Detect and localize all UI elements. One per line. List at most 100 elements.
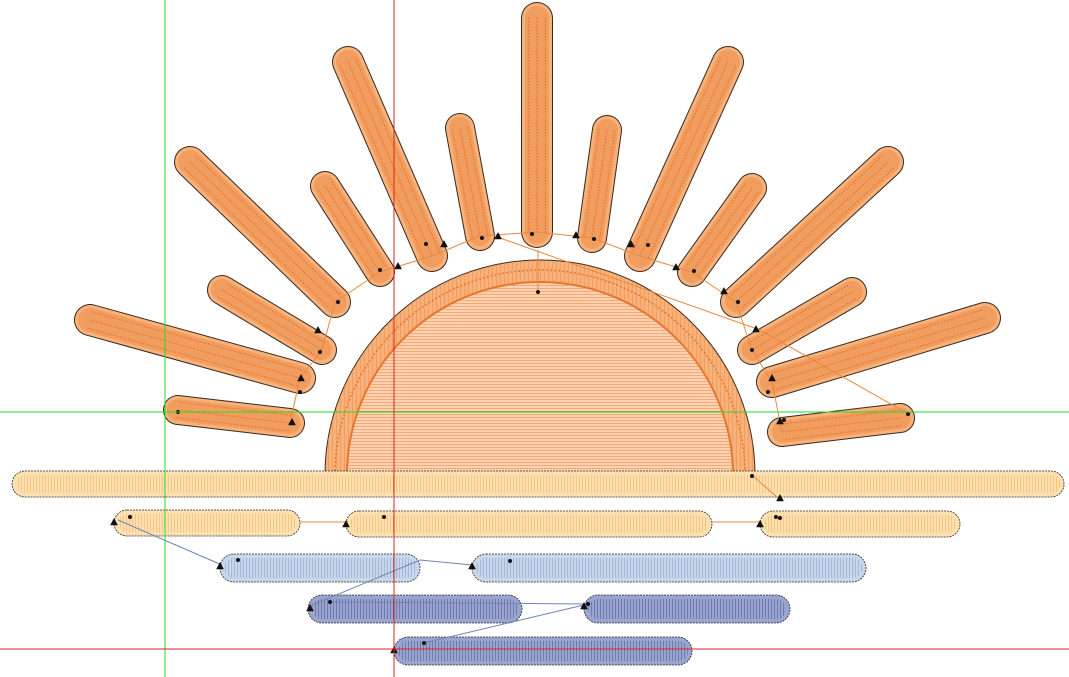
jump-line-orange-16 — [759, 329, 906, 413]
sun-ray-15[interactable] — [767, 403, 915, 447]
sun-half-disc-group[interactable] — [324, 259, 756, 476]
dark-water-bar-6[interactable] — [307, 594, 523, 624]
stitch-end-marker — [382, 515, 386, 519]
sun-ray-14[interactable] — [756, 302, 1001, 398]
stitch-start-marker — [306, 603, 314, 612]
sun-ray-satin — [771, 407, 911, 443]
sun-inner-disc-stitch — [347, 282, 733, 475]
bar-stitch — [350, 515, 708, 533]
dark-water-bar-8[interactable] — [393, 636, 693, 666]
cloud-bar-2[interactable] — [345, 510, 713, 538]
sun-ray-stitch — [355, 58, 441, 253]
stitch-start-marker — [720, 286, 728, 295]
sun-ray-satin — [681, 177, 763, 283]
sun-ray-stitch — [781, 417, 901, 433]
sun-ray-satin — [78, 308, 312, 390]
sun-ray-12[interactable] — [720, 146, 904, 318]
sun-ray-10[interactable] — [624, 46, 744, 272]
sun-rays-group[interactable] — [74, 2, 1001, 447]
stitch-start-marker — [756, 519, 764, 528]
bar-stitch — [16, 475, 1060, 493]
sun-ray-2[interactable] — [74, 304, 316, 394]
sun-ray-stitch — [339, 65, 425, 260]
sun-ray-8[interactable] — [521, 2, 553, 248]
stitch-end-marker — [378, 268, 382, 272]
sun-ray-stitch — [324, 185, 381, 273]
bar-stitch — [224, 558, 416, 578]
stitch-start-marker — [342, 519, 350, 528]
jump-line-orange-3 — [321, 301, 336, 351]
sun-ray-stitch — [647, 65, 737, 260]
sun-ray-stitch — [691, 187, 753, 273]
dark-water-bar-7[interactable] — [583, 594, 791, 624]
stitch-end-marker — [750, 348, 754, 352]
light-water-bar-4[interactable] — [219, 553, 421, 583]
sun-ray-stitch — [331, 181, 388, 269]
stitch-end-marker — [592, 237, 596, 241]
sun-ray-4[interactable] — [174, 146, 351, 318]
sun-ray-7[interactable] — [445, 113, 495, 251]
sun-ray-stitch — [178, 401, 291, 416]
sun-ray-stitch — [751, 291, 853, 351]
stitch-end-marker — [298, 390, 302, 394]
sun-ray-11[interactable] — [677, 173, 767, 287]
sun-ray-6[interactable] — [332, 46, 448, 272]
stitch-end-marker — [536, 290, 540, 294]
cloud-bar-3[interactable] — [759, 510, 961, 538]
stitch-end-marker — [508, 559, 512, 563]
stitch-start-marker — [768, 373, 776, 382]
stitch-start-marker — [494, 231, 502, 240]
sun-ray-1[interactable] — [163, 395, 305, 438]
stitch-end-marker — [782, 418, 786, 422]
sun-ray-stitch — [735, 161, 889, 303]
stitch-end-marker — [328, 600, 332, 604]
sun-ray-3[interactable] — [207, 275, 337, 365]
stitch-end-marker — [736, 300, 740, 304]
stitch-end-marker — [692, 269, 696, 273]
stitch-start-marker — [110, 517, 118, 526]
jump-line-blue-4 — [329, 601, 589, 605]
horizon-bar[interactable] — [11, 470, 1065, 498]
sun-ray-stitch — [774, 325, 988, 391]
sun-ray-stitch — [782, 425, 901, 441]
jump-line-orange-10 — [639, 255, 693, 273]
sun-ray-5[interactable] — [310, 171, 395, 287]
stitch-start-marker — [627, 239, 635, 248]
bar-stitch — [476, 558, 862, 578]
sun-ray-satin — [314, 175, 391, 283]
stitch-end-marker — [236, 558, 240, 562]
sun-ray-stitch — [631, 58, 721, 253]
sun-ray-satin — [628, 50, 740, 268]
stitch-end-marker — [422, 641, 426, 645]
sun-ray-satin — [741, 281, 863, 361]
stitch-end-marker — [530, 232, 534, 236]
jump-line-orange-15 — [499, 237, 761, 331]
sun-ray-stitch — [451, 129, 473, 238]
stitch-end-marker — [480, 236, 484, 240]
stitch-start-marker — [672, 262, 680, 271]
light-water-bar-5[interactable] — [471, 553, 867, 583]
jump-line-orange-8 — [536, 231, 593, 239]
bar-stitch — [312, 599, 518, 619]
jump-line-orange-9 — [591, 237, 641, 257]
stitch-start-marker — [752, 324, 760, 333]
horizon-and-water-group[interactable] — [11, 470, 1065, 666]
cloud-bar-1[interactable] — [113, 509, 301, 537]
sun-ray-stitch — [225, 282, 327, 344]
sun-ray-stitch — [221, 289, 323, 351]
sun-ray-stitch — [755, 298, 857, 358]
sun-ray-satin — [449, 117, 491, 247]
stitch-start-marker — [297, 373, 305, 382]
sun-ray-stitch — [317, 189, 374, 277]
jump-line-blue-1 — [117, 519, 223, 566]
stitch-end-marker — [318, 350, 322, 354]
stitch-end-marker — [906, 412, 910, 416]
stitch-end-marker — [128, 515, 132, 519]
jump-stitch-lines-group — [117, 231, 906, 644]
sun-ray-13[interactable] — [737, 277, 867, 365]
sun-ray-9[interactable] — [577, 115, 622, 253]
sun-ray-satin — [724, 150, 900, 314]
